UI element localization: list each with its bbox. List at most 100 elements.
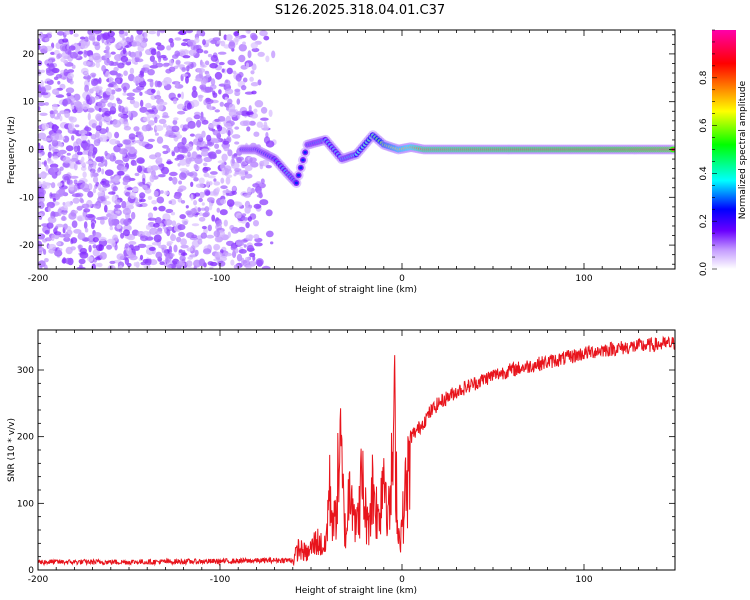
noise-speckle [115,210,120,214]
noise-speckle [79,264,83,269]
noise-speckle [187,120,196,129]
noise-speckle [70,237,78,244]
snr-x-tick-label: 100 [575,575,592,585]
noise-speckle [38,173,46,179]
colorbar-ticks: 0.0 0.2 0.4 0.6 0.8 [699,29,717,276]
colorbar-tick-label: 0.2 [699,214,709,228]
noise-speckle [122,47,127,55]
snr-y-tick-label: 0 [28,566,34,576]
noise-speckle [162,144,169,149]
noise-speckle [110,240,116,248]
noise-speckle [256,121,263,128]
noise-speckle [261,159,270,167]
noise-speckle [64,231,69,239]
noise-speckle [52,155,59,160]
noise-speckle [120,55,129,63]
noise-speckle [214,109,220,113]
noise-speckle [144,90,153,95]
noise-speckle [147,217,157,221]
noise-speckle [109,260,116,265]
noise-speckle [162,123,167,128]
noise-speckle [149,174,155,183]
noise-speckle [193,114,201,120]
noise-speckle [147,195,153,200]
noise-speckle [226,67,233,75]
noise-speckle [175,59,181,65]
noise-speckle [223,145,230,152]
noise-speckle [140,261,147,266]
noise-speckle [219,209,228,216]
noise-speckle [186,102,192,110]
noise-speckle [199,116,205,122]
noise-speckle [80,36,86,40]
noise-speckle [178,30,187,36]
noise-speckle [147,212,154,219]
noise-speckle [180,252,188,256]
noise-speckle [104,110,111,117]
noise-speckle [90,133,97,140]
noise-speckle [238,249,247,254]
noise-speckle [92,152,96,159]
noise-speckle [230,245,237,251]
noise-speckle [45,164,49,172]
noise-speckle [211,214,216,222]
noise-speckle [57,80,61,85]
noise-speckle [163,77,172,85]
noise-speckle [251,90,257,95]
noise-speckle [241,217,250,221]
noise-speckle [139,40,147,49]
noise-speckle [93,139,101,147]
noise-speckle [201,61,205,68]
noise-speckle [49,121,53,129]
noise-speckle [38,132,47,140]
noise-speckle [154,217,162,225]
noise-speckle [159,223,164,227]
noise-speckle [168,132,176,136]
noise-speckle [123,86,127,93]
noise-speckle [142,177,146,185]
noise-speckle [260,117,269,121]
noise-speckle [96,244,104,252]
colorbar-label: Normalized spectral amplitude [738,80,748,219]
noise-speckle [142,116,151,122]
noise-speckle [38,260,46,268]
noise-speckle [231,190,237,195]
noise-speckle [194,192,200,197]
noise-speckle [46,201,55,209]
noise-speckle [141,124,149,132]
noise-speckle [165,255,171,263]
noise-speckle [169,171,178,177]
noise-speckle [236,253,243,262]
noise-speckle [191,151,198,160]
noise-speckle [126,92,136,97]
noise-speckle [135,261,140,268]
noise-speckle [227,98,233,105]
snr-series-line [38,335,675,567]
noise-speckle [155,125,164,132]
noise-speckle [174,157,180,161]
noise-speckle [238,43,247,52]
noise-speckle [165,208,174,214]
noise-speckle [98,107,102,113]
noise-speckle [155,42,162,46]
noise-speckle [107,264,116,269]
noise-speckle [213,245,219,251]
noise-speckle [166,241,174,244]
noise-speckle [131,211,136,220]
noise-speckle [193,163,198,170]
noise-speckle [155,251,163,259]
noise-speckle [221,68,225,73]
noise-speckle [139,192,146,199]
noise-speckle [259,30,268,37]
noise-speckle [187,151,192,158]
noise-speckle [77,51,84,55]
noise-speckle [245,234,254,240]
noise-speckle [132,76,142,84]
noise-speckle [67,69,75,73]
noise-speckle [83,221,88,230]
noise-speckle [81,203,90,209]
noise-speckle [148,246,156,251]
noise-speckle [235,239,244,245]
noise-speckle [45,78,51,82]
noise-speckle [104,169,114,176]
